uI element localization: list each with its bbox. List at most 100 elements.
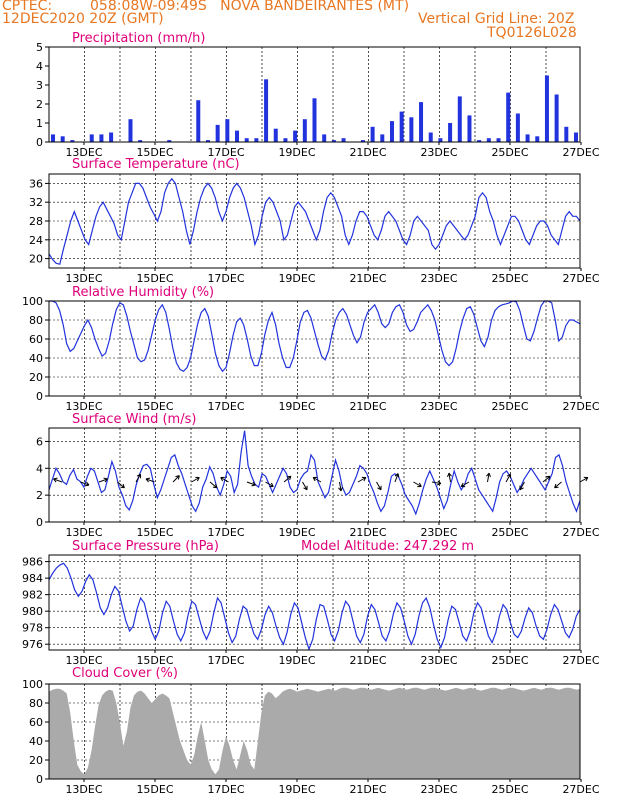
x-tick-label: 21DEC: [349, 783, 386, 796]
y-tick-label: 80: [29, 314, 43, 327]
wind-arrow-head: [377, 487, 382, 491]
y-tick-label: 20: [29, 253, 43, 266]
y-tick-label: 20: [29, 371, 43, 384]
x-tick-label: 19DEC: [278, 783, 315, 796]
wind-arrow: [431, 481, 441, 485]
wind-arrow-head: [103, 477, 108, 480]
precip-bar: [515, 113, 520, 142]
precip-bar: [525, 134, 530, 142]
wind-arrow-head: [363, 477, 367, 482]
y-tick-label: 0: [36, 773, 43, 786]
wind-arrow-head: [122, 483, 125, 488]
wind-arrow: [357, 477, 367, 483]
panel-frame: [48, 554, 581, 651]
y-tick-label: 20: [29, 754, 43, 767]
precip-bar: [554, 94, 559, 142]
series-line: [48, 562, 581, 652]
x-tick-label: 19DEC: [278, 654, 315, 667]
x-tick-label: 27DEC: [562, 400, 599, 413]
precip-bar: [564, 126, 569, 142]
wind-arrow: [448, 473, 451, 483]
panel-annotation: Model Altitude: 247.292 m: [301, 539, 474, 554]
wind-arrow: [191, 477, 200, 483]
precip-bar: [389, 121, 394, 142]
x-tick-label: 15DEC: [136, 272, 173, 285]
wind-arrow-head: [436, 483, 442, 486]
x-tick-label: 23DEC: [420, 526, 457, 539]
precip-bar: [496, 138, 501, 142]
wind-arrow: [145, 478, 155, 483]
wind-arrow: [302, 481, 308, 491]
wind-arrow-head: [506, 473, 511, 477]
wind-arrow: [579, 477, 589, 483]
x-tick-label: 25DEC: [491, 654, 528, 667]
panel-title: Relative Humidity (%): [72, 285, 214, 300]
y-tick-label: 982: [22, 589, 43, 602]
precip-bar: [544, 75, 549, 142]
x-tick-label: 19DEC: [278, 400, 315, 413]
y-tick-label: 100: [22, 295, 43, 308]
wind-arrow-head: [175, 475, 180, 478]
x-tick-label: 25DEC: [491, 272, 528, 285]
precip-bar: [438, 138, 443, 142]
panel-2: 20 24 28 32 36 13DEC 15DEC 17DEC 19DEC 21DEC 23DEC…: [29, 157, 600, 285]
y-tick-label: 100: [22, 678, 43, 691]
x-tick-label: 13DEC: [65, 400, 102, 413]
x-tick-label: 19DEC: [278, 146, 315, 159]
wind-arrow-head: [145, 478, 149, 483]
precip-bar: [467, 115, 472, 142]
y-tick-label: 986: [22, 556, 43, 569]
panel-1: 0 1 2 3 4 5 13DEC 15DEC 17DEC 19DEC 21DEC 23DEC 25DE…: [36, 31, 600, 159]
y-tick-label: 60: [29, 333, 43, 346]
x-tick-label: 27DEC: [562, 146, 599, 159]
header-init-time: 12DEC2020 20Z (GMT): [2, 11, 164, 27]
panel-title: Cloud Cover (%): [72, 666, 178, 681]
precip-bar: [448, 123, 453, 142]
precip-bar: [215, 124, 220, 142]
precip-bar: [322, 134, 327, 142]
y-tick-label: 1: [36, 117, 43, 130]
x-tick-label: 23DEC: [420, 654, 457, 667]
panel-5: 976 978 980 982 984 986 13DEC 15DEC 17DEC 19DEC 21…: [22, 539, 600, 667]
precip-bar: [273, 128, 278, 142]
y-tick-label: 40: [29, 735, 43, 748]
x-tick-label: 15DEC: [136, 400, 173, 413]
wind-arrow-head: [84, 484, 90, 487]
wind-arrow-head: [289, 476, 292, 481]
panel-frame: [48, 300, 581, 397]
precip-bar: [399, 111, 404, 142]
x-tick-label: 13DEC: [65, 783, 102, 796]
precip-bar: [70, 140, 75, 142]
panel-title: Surface Pressure (hPa): [72, 539, 219, 554]
x-tick-label: 23DEC: [420, 400, 457, 413]
wind-arrow-head: [545, 475, 550, 478]
x-tick-label: 27DEC: [562, 654, 599, 667]
wind-arrow-head: [585, 477, 589, 482]
x-tick-label: 25DEC: [491, 400, 528, 413]
precip-bar: [477, 140, 482, 142]
wind-arrow-head: [338, 487, 342, 492]
precip-bar: [138, 140, 143, 142]
y-tick-label: 28: [29, 215, 43, 228]
panel-frame: [48, 173, 581, 269]
x-tick-label: 21DEC: [349, 146, 386, 159]
y-tick-label: 36: [29, 177, 43, 190]
precip-bar: [264, 79, 269, 142]
wind-arrow-head: [340, 486, 343, 492]
precip-bar: [380, 134, 385, 142]
precip-bar: [235, 130, 240, 142]
header-source: CPTEC:: [2, 0, 53, 14]
wind-arrow: [542, 475, 551, 483]
x-tick-label: 27DEC: [562, 526, 599, 539]
wind-arrow-head: [460, 482, 464, 487]
precip-bar: [244, 138, 249, 142]
precip-bar: [506, 92, 511, 142]
y-tick-label: 4: [36, 60, 43, 73]
wind-arrow: [220, 477, 229, 483]
x-tick-label: 15DEC: [136, 654, 173, 667]
y-tick-label: 80: [29, 697, 43, 710]
x-tick-label: 21DEC: [349, 654, 386, 667]
y-tick-label: 2: [36, 489, 43, 502]
x-tick-label: 21DEC: [349, 400, 386, 413]
